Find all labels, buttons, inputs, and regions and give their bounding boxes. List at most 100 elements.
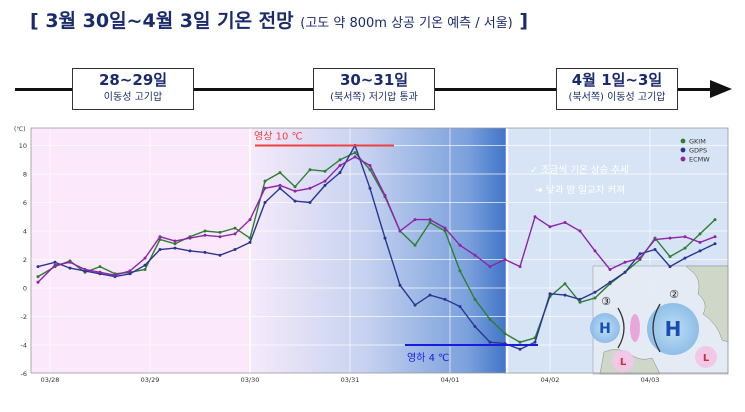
data-point-ecmw — [308, 186, 312, 190]
legend-label-ecmw: ECMW — [689, 155, 710, 163]
data-point-gdps — [638, 252, 642, 256]
title-bracket-close: ] — [519, 10, 529, 32]
data-point-gdps — [428, 293, 432, 297]
data-point-gkim — [443, 229, 447, 233]
data-point-ecmw — [293, 189, 297, 193]
data-point-ecmw — [248, 218, 252, 222]
data-point-ecmw — [128, 269, 132, 273]
series-line-gkim — [37, 151, 716, 343]
data-point-gdps — [368, 186, 372, 190]
data-point-ecmw — [113, 273, 117, 277]
data-point-gdps — [233, 248, 237, 251]
data-point-ecmw — [488, 265, 492, 269]
data-point-gkim — [338, 158, 342, 162]
data-point-ecmw — [443, 226, 447, 230]
y-tick-label: -6 — [21, 370, 27, 378]
data-point-gkim — [323, 169, 327, 173]
data-point-ecmw — [653, 238, 657, 241]
x-tick-label: 04/02 — [541, 376, 560, 384]
data-point-gkim — [36, 275, 40, 279]
data-point-gdps — [473, 325, 477, 328]
map-mark-3: ③ — [601, 295, 611, 308]
legend-label-gkim: GKIM — [689, 137, 706, 145]
map-high-label: H — [665, 317, 682, 341]
data-point-gkim — [668, 255, 672, 259]
data-point-gdps — [683, 256, 687, 260]
temperature-chart: 10 8 6 4 2 0 -2 -4 -6 (℃) 03/28 03/29 03/30 03/31 04/… — [14, 126, 729, 384]
data-point-ecmw — [713, 235, 717, 239]
data-point-ecmw — [503, 258, 507, 261]
data-point-gkim — [428, 221, 432, 224]
period-box-3: 4월 1일~3일 (북서쪽) 이동성 고기압 — [556, 68, 678, 110]
data-point-gdps — [698, 249, 702, 253]
data-point-ecmw — [473, 253, 477, 257]
plot-frame — [30, 127, 729, 374]
data-point-gdps — [173, 246, 177, 250]
data-point-ecmw — [593, 249, 597, 253]
map-mark-2: ② — [669, 288, 679, 301]
data-point-ecmw — [36, 280, 40, 284]
period-range: 28~29일 — [98, 71, 168, 89]
data-point-gdps — [263, 201, 267, 204]
legend-marker-gkim — [680, 138, 686, 144]
y-axis-label: (℃) — [14, 126, 25, 133]
data-point-ecmw — [188, 236, 192, 240]
data-point-gkim — [353, 151, 357, 155]
data-point-ecmw — [383, 193, 387, 197]
data-point-ecmw — [533, 215, 537, 219]
y-tick-label: -2 — [21, 313, 27, 321]
data-point-gdps — [36, 265, 40, 269]
data-point-gdps — [593, 290, 597, 294]
data-point-gdps — [713, 242, 717, 246]
data-point-gdps — [68, 266, 72, 270]
data-point-ecmw — [158, 235, 162, 239]
legend-marker-ecmw — [680, 156, 686, 162]
data-point-gkim — [518, 340, 522, 344]
data-point-gdps — [623, 270, 627, 274]
data-point-gdps — [158, 248, 162, 251]
data-point-gkim — [278, 171, 282, 175]
data-point-gdps — [203, 250, 207, 254]
data-point-gkim — [698, 232, 702, 236]
data-point-gdps — [458, 305, 462, 308]
data-point-gdps — [518, 347, 522, 351]
y-tick-label: 0 — [23, 285, 27, 293]
data-point-ecmw — [368, 164, 372, 167]
data-point-ecmw — [413, 218, 417, 222]
data-point-ecmw — [698, 240, 702, 244]
range-note: ➔ 낮과 밤 일교차 커져 — [535, 184, 625, 196]
x-tick-label: 04/03 — [641, 376, 660, 384]
data-point-gdps — [338, 171, 342, 175]
data-point-gdps — [293, 199, 297, 203]
chart-grid — [31, 128, 728, 374]
data-point-ecmw — [608, 268, 612, 271]
data-point-gkim — [593, 296, 597, 300]
data-point-gkim — [683, 246, 687, 250]
x-tick-label: 03/31 — [341, 376, 360, 384]
y-axis: 10 8 6 4 2 0 -2 -4 -6 (℃) — [14, 126, 27, 378]
max-temp-label: 영상 10 ℃ — [254, 131, 303, 143]
title-sub: (고도 약 800m 상공 기온 예측 / 서울) — [300, 16, 513, 31]
x-tick-label: 03/30 — [241, 376, 260, 384]
data-point-gdps — [488, 340, 492, 344]
data-point-ecmw — [518, 265, 522, 269]
data-point-gkim — [368, 168, 372, 172]
period-desc: (북서쪽) 이동성 고기압 — [568, 92, 666, 103]
x-tick-label: 04/01 — [441, 376, 460, 384]
y-tick-label: 10 — [19, 142, 27, 150]
page-title: [ 3월 30일~4월 3일 기온 전망 (고도 약 800m 상공 기온 예측… — [30, 6, 528, 33]
data-point-gkim — [488, 317, 492, 321]
y-tick-label: 6 — [23, 199, 27, 207]
data-point-ecmw — [578, 229, 582, 233]
data-point-gkim — [713, 218, 717, 222]
data-point-gkim — [143, 268, 147, 271]
data-point-gdps — [143, 263, 147, 267]
data-point-gdps — [53, 260, 57, 264]
data-point-ecmw — [203, 233, 207, 237]
data-point-gkim — [263, 179, 267, 183]
min-temp-label: 영하 4 ℃ — [407, 351, 449, 364]
data-point-gkim — [218, 230, 222, 234]
data-point-ecmw — [143, 256, 147, 260]
data-point-ecmw — [53, 263, 57, 267]
data-point-gkim — [308, 168, 312, 172]
